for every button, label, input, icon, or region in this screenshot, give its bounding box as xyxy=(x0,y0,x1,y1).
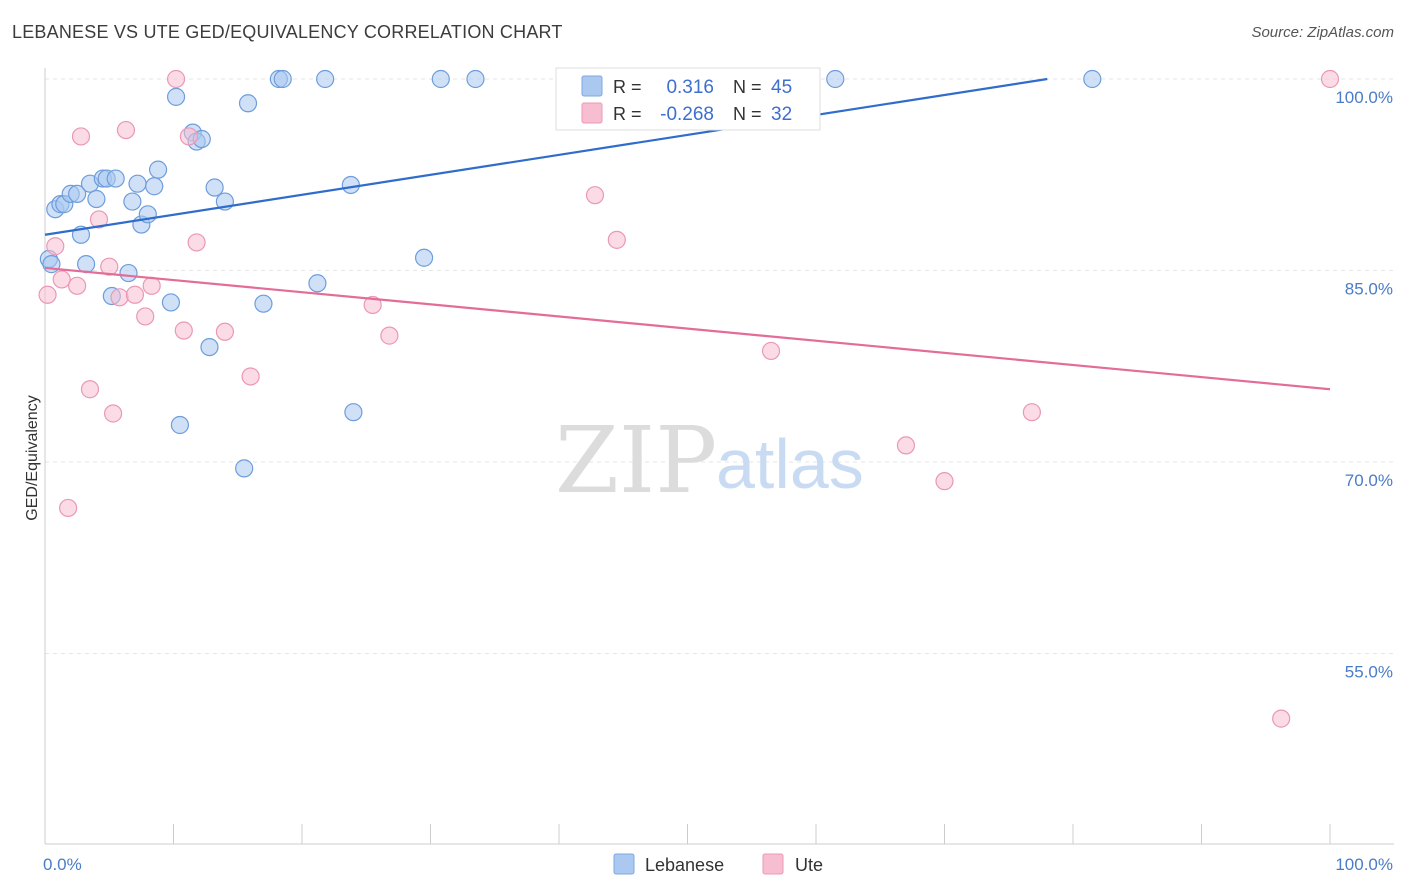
data-point-lebanese xyxy=(344,403,363,422)
data-point-lebanese xyxy=(128,174,147,193)
stats-legend: R = 0.316 N = 45 R = -0.268 N = 32 xyxy=(555,67,821,131)
data-point-ute xyxy=(1320,69,1340,89)
data-point-ute xyxy=(187,233,206,252)
data-point-lebanese xyxy=(145,177,164,196)
series-legend: Lebanese Ute xyxy=(613,853,823,875)
data-point-ute xyxy=(380,326,399,345)
watermark: ZIP atlas xyxy=(555,407,864,514)
data-point-ute xyxy=(241,367,260,386)
data-point-ute xyxy=(89,210,109,229)
stats-swatch-lebanese xyxy=(581,75,603,97)
trend-lines xyxy=(44,77,1331,391)
data-point-lebanese xyxy=(106,169,125,188)
data-point-ute xyxy=(136,307,155,326)
legend-label-ute: Ute xyxy=(795,855,823,875)
data-point-lebanese xyxy=(254,294,273,313)
watermark-zip: ZIP xyxy=(555,407,717,514)
data-point-ute xyxy=(110,288,129,307)
x-tick-label: 0.0% xyxy=(43,855,82,874)
stats-r-label-2: R = xyxy=(613,104,642,124)
data-point-lebanese xyxy=(414,248,434,267)
stats-r-value-2: -0.268 xyxy=(660,104,714,125)
data-point-lebanese xyxy=(119,263,138,283)
y-tick-label: 85.0% xyxy=(1345,280,1393,299)
data-point-ute xyxy=(166,69,186,89)
data-point-ute xyxy=(1272,709,1291,728)
y-tick-label: 70.0% xyxy=(1345,471,1393,490)
data-point-lebanese xyxy=(148,160,168,179)
axes xyxy=(44,68,1394,845)
stats-r-label-1: R = xyxy=(613,77,642,97)
legend-swatch-lebanese xyxy=(613,853,635,875)
data-point-ute xyxy=(104,404,123,423)
data-point-ute xyxy=(761,341,781,361)
data-point-ute xyxy=(896,436,916,455)
legend-swatch-ute xyxy=(762,853,784,875)
data-point-ute xyxy=(179,127,199,146)
data-point-ute xyxy=(1022,403,1041,422)
data-points xyxy=(38,69,1340,728)
y-tick-label: 100.0% xyxy=(1335,88,1393,107)
data-point-ute xyxy=(68,276,87,295)
trend-line-lebanese xyxy=(44,77,1048,236)
data-point-lebanese xyxy=(235,459,254,478)
data-point-ute xyxy=(38,285,57,304)
y-tick-label: 55.0% xyxy=(1345,663,1393,682)
y-tick-labels: 100.0% 85.0% 70.0% 55.0% xyxy=(1335,88,1393,682)
data-point-lebanese xyxy=(466,69,485,89)
data-point-lebanese xyxy=(273,69,292,89)
stats-n-value-2: 32 xyxy=(771,104,792,125)
legend-label-lebanese: Lebanese xyxy=(645,855,724,875)
stats-swatch-ute xyxy=(581,102,603,124)
data-point-lebanese xyxy=(205,178,224,197)
data-point-ute xyxy=(142,276,161,295)
data-point-ute xyxy=(935,472,954,491)
data-point-lebanese xyxy=(87,189,106,209)
data-point-lebanese xyxy=(238,94,258,113)
data-point-ute xyxy=(607,230,626,249)
data-point-lebanese xyxy=(826,69,845,89)
data-point-lebanese xyxy=(431,69,450,89)
data-point-lebanese xyxy=(308,274,327,293)
data-point-ute xyxy=(585,186,605,205)
trend-line-ute xyxy=(44,266,1331,391)
data-point-lebanese xyxy=(77,255,96,274)
stats-n-label-1: N = xyxy=(733,77,762,97)
stats-n-value-1: 45 xyxy=(771,77,792,98)
data-point-ute xyxy=(363,295,382,315)
x-tick-label: 100.0% xyxy=(1335,855,1393,874)
data-point-lebanese xyxy=(68,184,87,203)
data-point-lebanese xyxy=(123,192,142,211)
data-point-ute xyxy=(100,257,119,276)
source-label: Source: ZipAtlas.com xyxy=(1251,24,1394,41)
data-point-lebanese xyxy=(1083,69,1102,89)
data-point-ute xyxy=(125,285,145,304)
y-axis-title: GED/Equivalency xyxy=(24,395,41,520)
data-point-lebanese xyxy=(170,415,190,435)
grid-lines xyxy=(45,78,1394,654)
data-point-ute xyxy=(174,321,193,340)
data-point-ute xyxy=(80,380,100,399)
data-point-lebanese xyxy=(341,175,360,195)
stats-n-label-2: N = xyxy=(733,104,762,124)
chart-title: LEBANESE VS UTE GED/EQUIVALENCY CORRELAT… xyxy=(12,22,563,42)
data-point-lebanese xyxy=(316,69,335,89)
data-point-lebanese xyxy=(161,293,181,312)
data-point-lebanese xyxy=(166,87,186,106)
watermark-atlas: atlas xyxy=(716,425,864,503)
x-tick-labels: 0.0% 100.0% xyxy=(43,855,1393,874)
data-point-ute xyxy=(46,237,65,256)
data-point-ute xyxy=(52,270,71,289)
data-point-ute xyxy=(71,127,91,146)
data-point-ute xyxy=(215,322,234,341)
data-point-ute xyxy=(59,498,78,518)
stats-r-value-1: 0.316 xyxy=(666,77,714,98)
data-point-lebanese xyxy=(200,338,219,357)
data-point-ute xyxy=(116,120,136,140)
